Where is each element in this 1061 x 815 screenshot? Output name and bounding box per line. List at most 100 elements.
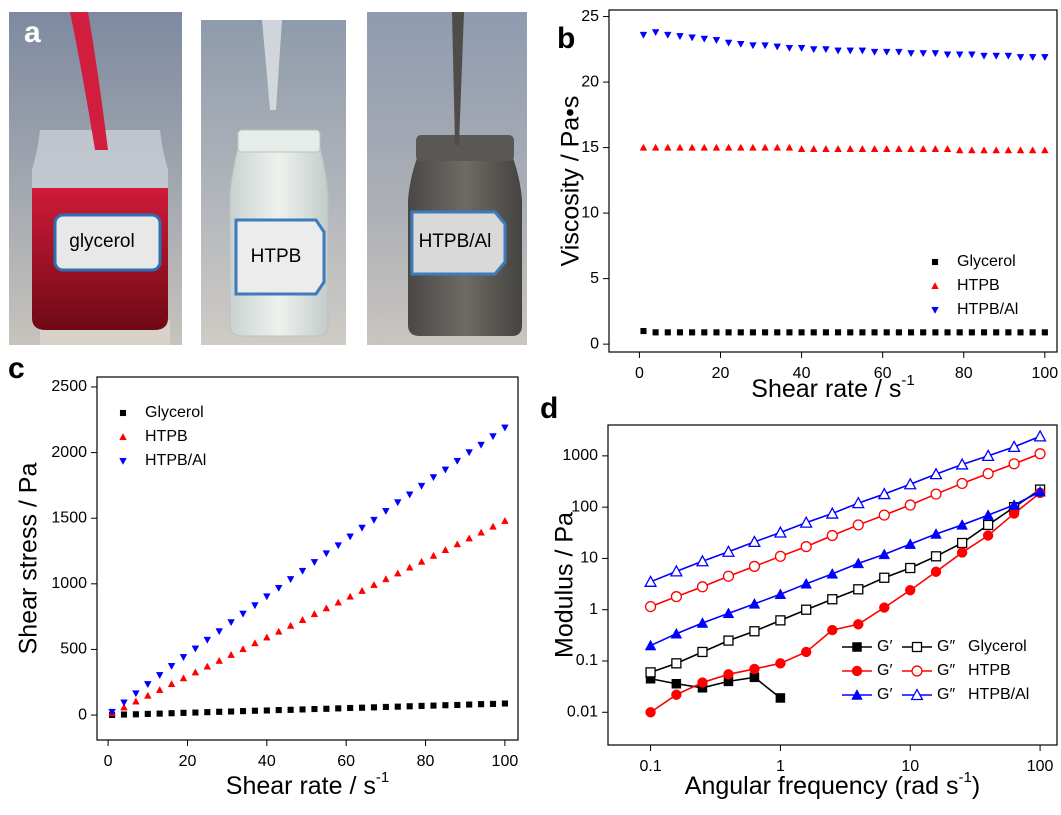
marker <box>298 616 307 623</box>
marker <box>773 143 782 151</box>
marker <box>773 525 787 538</box>
marker <box>871 329 878 336</box>
marker <box>216 708 223 715</box>
marker <box>852 557 865 569</box>
marker <box>155 672 164 680</box>
series <box>644 448 1046 613</box>
marker <box>932 329 939 336</box>
marker <box>853 619 864 630</box>
marker <box>1041 54 1049 62</box>
marker <box>651 143 660 151</box>
marker <box>676 329 684 336</box>
marker <box>1016 146 1025 154</box>
marker <box>168 710 175 717</box>
marker <box>322 550 331 558</box>
marker <box>761 42 769 50</box>
marker <box>478 701 485 708</box>
marker <box>722 607 735 619</box>
marker <box>274 627 283 635</box>
marker <box>697 677 708 688</box>
marker <box>215 656 223 664</box>
marker <box>982 509 994 520</box>
x-axis-title-part: Angular frequency (rad s <box>685 772 959 800</box>
bottle-label <box>410 210 507 276</box>
y-axis-title: Modulus / Pa <box>551 512 579 658</box>
y-tick-label: 0 <box>78 706 87 723</box>
x-tick-label: 80 <box>417 753 435 770</box>
x-tick-label: 100 <box>1031 365 1058 382</box>
marker <box>826 529 838 542</box>
legend-label: HTPB <box>957 277 1000 294</box>
marker <box>835 329 842 336</box>
marker <box>144 681 152 689</box>
x-axis-title-part: ) <box>972 772 980 800</box>
marker <box>664 143 672 151</box>
marker <box>882 48 891 56</box>
series-line <box>650 492 1041 713</box>
marker <box>251 707 258 714</box>
marker <box>370 704 378 711</box>
marker <box>489 433 497 441</box>
marker <box>846 145 855 152</box>
marker <box>798 329 805 336</box>
marker <box>192 709 199 716</box>
series-line <box>650 435 1041 583</box>
superscript: -1 <box>376 769 389 786</box>
marker <box>370 580 378 588</box>
marker <box>286 621 295 629</box>
marker <box>797 145 806 152</box>
marker <box>903 477 917 490</box>
marker <box>931 282 939 290</box>
series <box>109 700 508 718</box>
y-tick-label: 100 <box>571 498 598 515</box>
marker <box>670 591 682 603</box>
marker <box>670 627 683 639</box>
marker <box>251 639 259 647</box>
x-tick-label: 100 <box>1027 758 1054 775</box>
superscript: -1 <box>959 769 972 786</box>
marker <box>956 547 968 558</box>
marker <box>895 145 903 152</box>
y-tick-label: 2500 <box>51 378 87 395</box>
legend-label: HTPB/Al <box>145 452 206 469</box>
series <box>645 484 1046 678</box>
legend: Glycerol HTPB HTPB/Al <box>119 404 206 469</box>
dropper <box>262 20 282 110</box>
marker <box>1041 146 1049 154</box>
marker <box>944 329 951 336</box>
marker <box>688 34 696 42</box>
marker <box>227 619 235 627</box>
marker <box>723 635 734 646</box>
marker <box>132 690 140 698</box>
marker <box>809 145 818 152</box>
marker <box>323 705 330 712</box>
marker <box>930 551 942 562</box>
marker <box>418 702 425 709</box>
marker <box>274 584 283 592</box>
marker <box>968 51 976 59</box>
marker <box>749 329 756 336</box>
marker <box>652 329 659 336</box>
marker <box>910 688 924 701</box>
panel-a: glycerol a HTPB HTPB/Al <box>9 12 527 345</box>
marker <box>669 564 683 577</box>
marker <box>956 519 968 530</box>
marker <box>851 496 865 509</box>
marker <box>335 705 342 712</box>
y-tick-label: 15 <box>581 139 599 156</box>
marker <box>748 560 761 572</box>
marker <box>120 699 128 707</box>
series-line <box>650 676 781 699</box>
marker <box>968 146 976 154</box>
bottle-neck <box>416 135 514 161</box>
y-tick-label: 10 <box>581 204 599 221</box>
marker <box>640 327 647 335</box>
marker <box>853 584 864 595</box>
marker <box>1008 508 1020 519</box>
marker <box>696 617 709 628</box>
marker <box>263 633 271 641</box>
marker <box>347 704 354 712</box>
marker <box>1029 329 1036 336</box>
marker <box>904 538 917 549</box>
marker <box>955 457 969 470</box>
